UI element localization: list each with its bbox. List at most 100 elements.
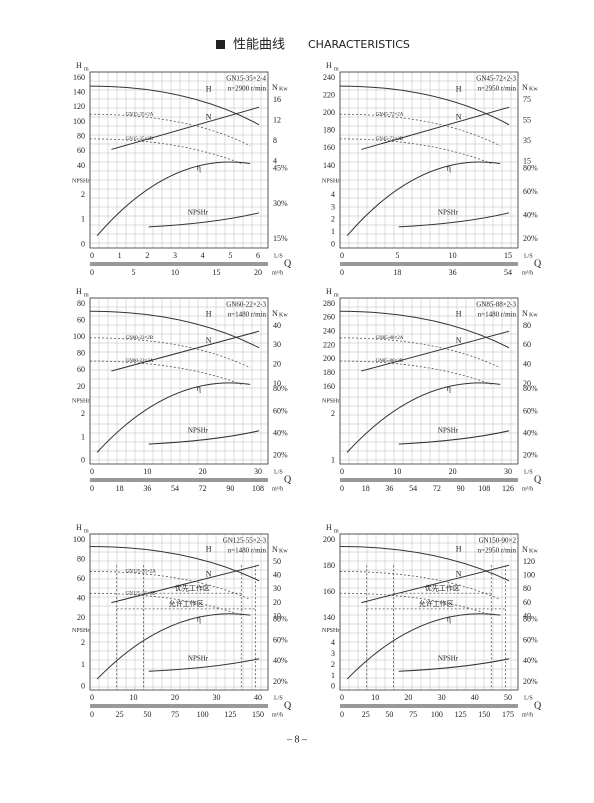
n-curve-label: N: [456, 336, 462, 345]
eff-tick: 80%: [523, 615, 538, 624]
h-curve-label: H: [456, 544, 462, 553]
model: GN15-35×2-4: [226, 75, 266, 83]
variant-label: GN15-35×2B: [126, 137, 154, 142]
n-tick: 80: [523, 584, 531, 593]
h-curve-c: [339, 360, 492, 385]
h-label: H: [76, 61, 82, 70]
h-curve: [89, 310, 260, 349]
n-tick: 55: [523, 115, 531, 124]
q-m3h-tick: 72: [199, 484, 207, 493]
q-label: Q: [284, 474, 292, 485]
h-label: H: [76, 287, 82, 296]
eff-tick: 45%: [273, 164, 288, 173]
q-m3h-tick: 0: [340, 268, 344, 277]
q-m3h-tick: 0: [340, 710, 344, 719]
q-band: [340, 704, 518, 708]
n-label: N: [272, 83, 278, 92]
h-tick: 120: [73, 102, 85, 111]
h-tick: 20: [77, 382, 85, 391]
q-m3h-tick: 75: [171, 710, 179, 719]
eta-curve: [96, 613, 251, 680]
npsh-tick: 1: [81, 215, 85, 224]
ls-unit: L/S: [524, 469, 533, 475]
chart-frame: [339, 533, 519, 691]
npsh-tick: 2: [331, 409, 335, 418]
h-tick: 60: [77, 315, 85, 324]
n-curve-label: N: [206, 336, 212, 345]
h-label: H: [76, 523, 82, 532]
h-curve-label: H: [206, 84, 212, 93]
speed: n=2950 r/min: [478, 85, 517, 93]
n-curve: [361, 564, 510, 604]
zone-label: 优先工作区: [425, 583, 460, 592]
n-curve-label: N: [456, 113, 462, 122]
q-label: Q: [534, 474, 542, 485]
model: GN150-90×2: [479, 537, 517, 545]
npsh-curve: [148, 212, 260, 228]
h-curve: [339, 310, 510, 349]
h-tick: 160: [323, 143, 335, 152]
npsh-tick: 1: [331, 456, 335, 465]
eff-tick: 60%: [523, 187, 538, 196]
q-m3h-tick: 100: [431, 710, 443, 719]
q-ls-tick: 50: [504, 693, 512, 702]
q-ls-tick: 15: [504, 251, 512, 260]
n-tick: 40: [523, 360, 531, 369]
npsh-tick: 4: [331, 190, 335, 199]
m3h-unit: m³/h: [522, 486, 533, 492]
q-m3h-tick: 25: [362, 710, 370, 719]
npsh-curve-label: NPSHr: [188, 426, 209, 434]
npsh-tick: 1: [81, 660, 85, 669]
h-curve-label: H: [456, 309, 462, 318]
q-ls-tick: 4: [201, 251, 205, 260]
eff-tick: 80%: [273, 615, 288, 624]
n-tick: 16: [273, 95, 281, 104]
q-label: Q: [284, 700, 292, 711]
q-ls-tick: 10: [143, 467, 151, 476]
eff-tick: 60%: [523, 406, 538, 415]
zone-label: 优先工作区: [175, 583, 210, 592]
q-m3h-tick: 50: [385, 710, 393, 719]
npshr-label: NPSHr: [72, 398, 89, 404]
q-ls-tick: 0: [90, 467, 94, 476]
npsh-tick: 0: [331, 239, 335, 248]
npsh-tick: 1: [81, 432, 85, 441]
n-label: N: [272, 545, 278, 554]
npsh-tick: 3: [331, 649, 335, 658]
speed: n=2900 r/min: [228, 85, 267, 93]
m-label: m: [334, 66, 339, 72]
eta-curve-label: η: [447, 615, 451, 624]
npshr-label: NPSHr: [72, 178, 89, 184]
q-m3h-tick: 150: [478, 710, 490, 719]
q-ls-tick: 0: [90, 693, 94, 702]
q-band: [90, 478, 268, 482]
q-ls-tick: 3: [173, 251, 177, 260]
h-tick: 40: [77, 161, 85, 170]
h-tick: 180: [323, 126, 335, 135]
variant-label: GN85-88×2B: [376, 359, 404, 364]
n-tick: 30: [273, 340, 281, 349]
npsh-curve: [398, 212, 510, 228]
variant-label: GN60-22×2A: [126, 359, 154, 364]
h-curve-b: [89, 337, 251, 369]
h-tick: 60: [77, 365, 85, 374]
h-tick: 160: [323, 382, 335, 391]
q-ls-tick: 0: [340, 467, 344, 476]
n-tick: 60: [523, 598, 531, 607]
n-curve-label: N: [206, 113, 212, 122]
q-ls-tick: 0: [90, 251, 94, 260]
eff-tick: 80%: [273, 384, 288, 393]
npsh-curve-label: NPSHr: [438, 654, 459, 662]
n-tick: 10: [273, 379, 281, 388]
m3h-unit: m³/h: [272, 270, 283, 276]
npsh-curve: [398, 658, 510, 672]
n-tick: 80: [523, 321, 531, 330]
h-tick: 240: [323, 326, 335, 335]
n-tick: 10: [273, 611, 281, 620]
h-label: H: [326, 61, 332, 70]
h-tick: 240: [323, 73, 335, 82]
eff-tick: 20%: [523, 234, 538, 243]
h-tick: 140: [323, 613, 335, 622]
h-curve-b: [339, 113, 501, 147]
eff-tick: 20%: [273, 677, 288, 686]
